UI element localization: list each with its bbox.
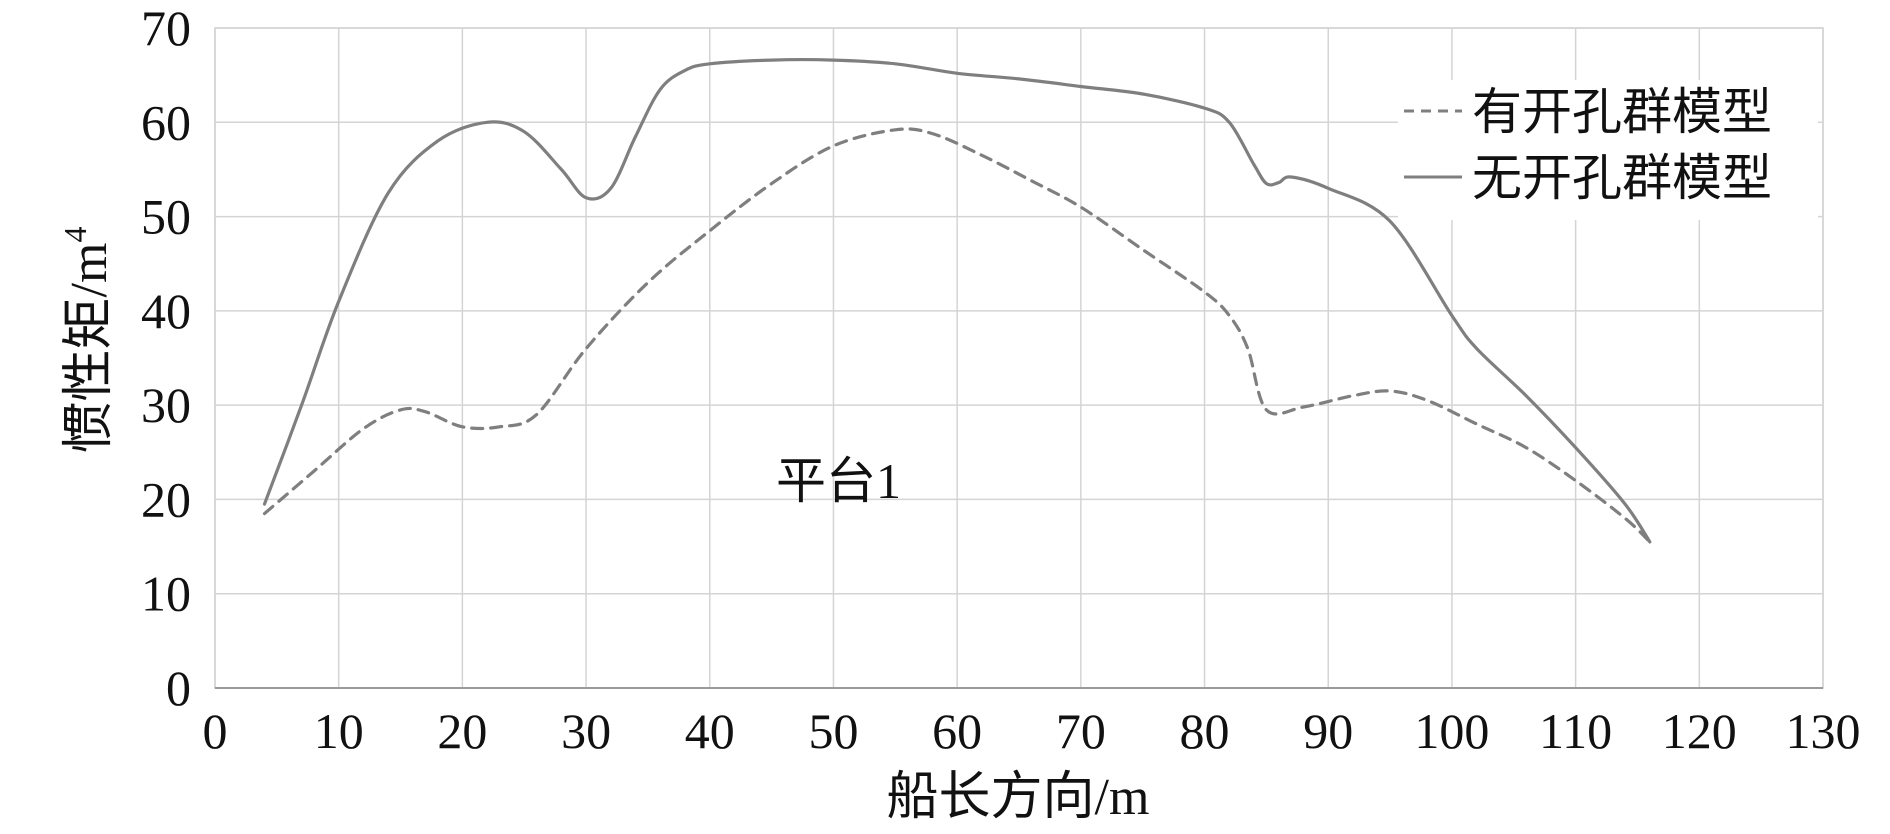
y-tick-label: 0 <box>166 660 191 716</box>
x-axis-title: 船长方向/m <box>887 769 1150 826</box>
series-without-openings-line <box>262 57 1652 544</box>
y-tick-label: 40 <box>141 283 191 339</box>
tick-labels: 0 10 20 30 40 50 60 70 80 90 100 110 120 130 0 10 20 30 40… <box>141 0 1861 759</box>
chart-annotation: 平台1 <box>776 453 901 509</box>
y-tick-label: 10 <box>141 566 191 622</box>
x-tick-label: 40 <box>685 703 735 759</box>
y-tick-label: 50 <box>141 189 191 245</box>
x-tick-label: 10 <box>314 703 364 759</box>
y-axis-title-text: 惯性矩/m <box>61 243 118 454</box>
x-tick-label: 130 <box>1786 703 1861 759</box>
y-tick-label: 60 <box>141 94 191 150</box>
x-tick-label: 110 <box>1539 703 1612 759</box>
y-axis-title-superscript: 4 <box>57 227 93 243</box>
legend-label-with-openings: 有开孔群模型 <box>1472 84 1772 140</box>
y-tick-label: 30 <box>141 377 191 433</box>
y-axis-title: 惯性矩/m4 <box>57 227 118 454</box>
x-tick-label: 90 <box>1303 703 1353 759</box>
x-tick-label: 60 <box>932 703 982 759</box>
legend-label-without-openings: 无开孔群模型 <box>1472 150 1772 206</box>
x-tick-label: 0 <box>203 703 228 759</box>
x-tick-label: 100 <box>1414 703 1489 759</box>
legend: 有开孔群模型 无开孔群模型 <box>1398 80 1818 220</box>
legend-background <box>1398 80 1818 220</box>
x-tick-label: 30 <box>561 703 611 759</box>
y-axis-title-group: 惯性矩/m4 <box>57 227 118 454</box>
x-tick-label: 70 <box>1056 703 1106 759</box>
series-lines <box>262 57 1652 544</box>
y-tick-label: 70 <box>141 0 191 56</box>
x-tick-label: 50 <box>808 703 858 759</box>
x-tick-label: 80 <box>1180 703 1230 759</box>
series-with-openings-line <box>262 127 1652 544</box>
x-tick-label: 120 <box>1662 703 1737 759</box>
x-tick-label: 20 <box>437 703 487 759</box>
y-tick-label: 20 <box>141 471 191 527</box>
